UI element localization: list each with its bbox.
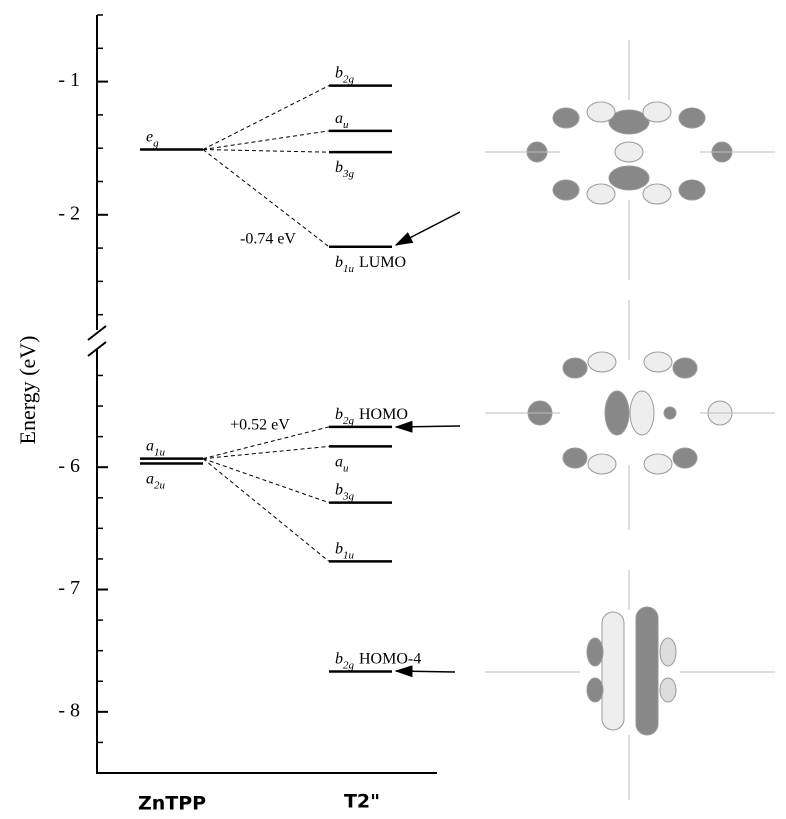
level-label-part: 1u	[154, 446, 166, 458]
level-label-part: 2g	[343, 414, 355, 426]
correlation-line	[203, 459, 329, 503]
column-label: T2"	[344, 791, 380, 813]
level-label: a1u	[146, 437, 166, 458]
level-label: a2u	[146, 470, 166, 491]
level-label: b1u	[335, 540, 355, 561]
y-tick-label: - 1	[58, 69, 80, 91]
level-label-part: u	[343, 462, 349, 474]
level-label: b1u LUMO	[335, 253, 406, 274]
y-tick-label: - 6	[58, 455, 80, 477]
level-label-part: b	[335, 159, 343, 176]
level-label: eg	[146, 128, 159, 149]
level-label-part: b	[335, 406, 343, 423]
level-label: au	[335, 110, 349, 131]
y-tick-label: - 2	[58, 202, 80, 224]
y-axis-label: Energy (eV)	[15, 336, 40, 445]
level-label-part: LUMO	[359, 253, 406, 270]
level-label-part: u	[343, 118, 349, 130]
level-label-part: 2u	[154, 479, 166, 491]
level-label-part: g	[153, 137, 159, 149]
level-label-part: b	[335, 650, 343, 667]
level-label-part: a	[146, 437, 154, 454]
column-label: ZnTPP	[138, 793, 206, 815]
level-label-part: b	[335, 540, 343, 557]
level-label-part: b	[335, 253, 343, 270]
level-label-part: 1u	[343, 262, 355, 274]
correlation-line	[203, 150, 329, 153]
arrows	[396, 212, 460, 672]
energy-diagram: Energy (eV) ZnTPP T2" -0.74 eV +0.52 eV …	[0, 0, 786, 819]
level-label-part: 3g	[342, 490, 355, 502]
annotation: -0.74 eV	[240, 231, 296, 248]
level-label-part: 3g	[342, 168, 355, 180]
level-label-part: 1u	[343, 549, 355, 561]
correlation-line	[203, 446, 329, 458]
level-label-part: e	[146, 128, 153, 145]
level-label: b3g	[335, 481, 355, 502]
level-label: b2g	[335, 64, 355, 85]
y-tick-label: - 8	[58, 699, 80, 721]
level-label: au	[335, 453, 349, 474]
level-label-part: HOMO	[359, 406, 408, 423]
level-label-part: b	[335, 64, 343, 81]
orbital-images	[485, 40, 775, 800]
y-tick-label: - 7	[58, 577, 80, 599]
annotation: +0.52 eV	[230, 417, 290, 434]
level-label-part: 2g	[343, 659, 355, 671]
level-label-part: a	[335, 453, 343, 470]
level-label: b3g	[335, 159, 355, 180]
level-label-part: HOMO-4	[359, 650, 421, 667]
level-label: b2g HOMO-4	[335, 650, 421, 671]
correlation-line	[203, 459, 329, 562]
level-label-part: a	[146, 470, 154, 487]
level-label: b2g HOMO	[335, 406, 408, 427]
level-label-part: 2g	[343, 73, 355, 85]
level-label-part: b	[335, 481, 343, 498]
level-label-part: a	[335, 110, 343, 127]
